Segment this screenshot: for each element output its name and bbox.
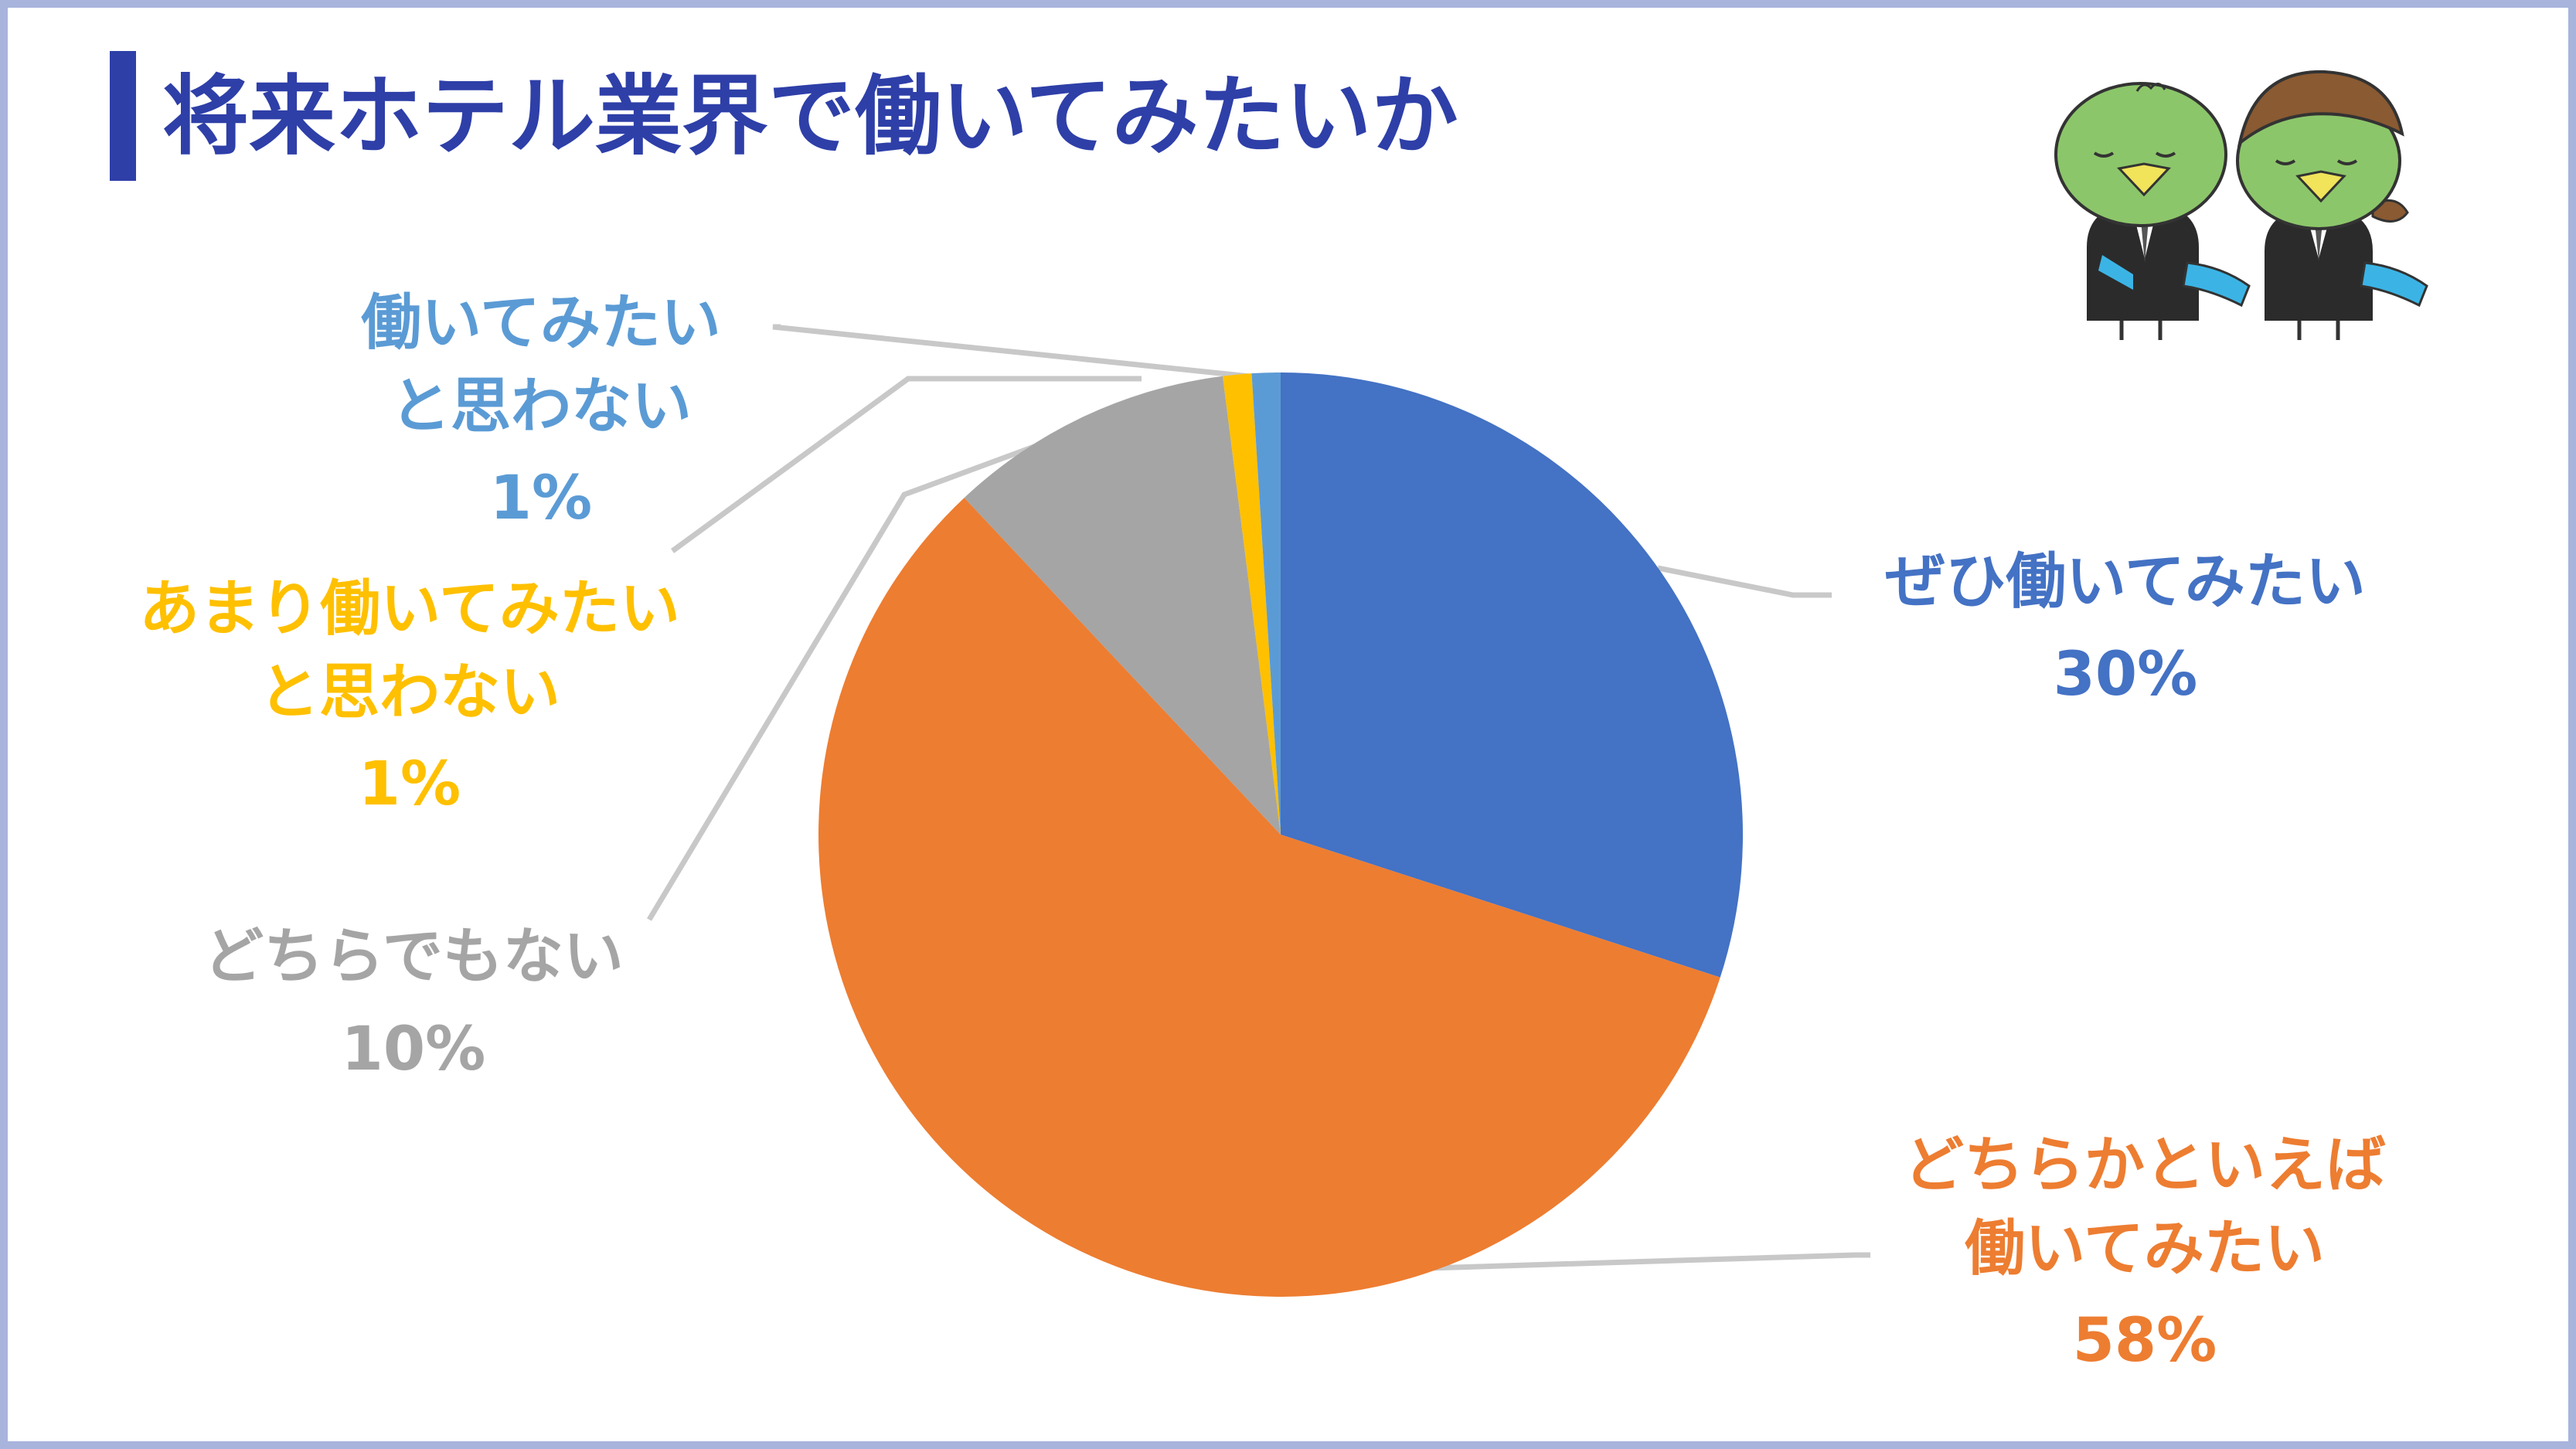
pie-slice-4 xyxy=(1223,373,1281,835)
pie-slice-1 xyxy=(1281,372,1743,978)
slice-label-3: どちらでもない 10% xyxy=(162,916,665,1091)
slice-percent: 30% xyxy=(2053,639,2198,709)
slice-label-text: あまり働いてみたい xyxy=(139,574,680,644)
slice-label-text: 働いてみたい xyxy=(361,288,721,358)
slice-percent: 58% xyxy=(2072,1306,2217,1376)
slice-label-1: ぜひ働いてみたい 30% xyxy=(1855,541,2396,716)
leader-line-2 xyxy=(1428,1252,1870,1271)
slice-percent: 1% xyxy=(358,750,461,820)
pie-slice-5 xyxy=(1251,372,1281,835)
leader-line-1 xyxy=(1657,565,1832,598)
pie-slice-3 xyxy=(964,376,1281,835)
slice-percent: 1% xyxy=(489,464,593,534)
kappa-mascot-male-icon xyxy=(2054,82,2251,340)
leader-lines xyxy=(646,324,1870,1271)
kappa-mascot-female-icon xyxy=(2236,70,2428,340)
slice-label-text: どちらでもない xyxy=(203,922,624,992)
slice-label-text: 働いてみたい xyxy=(1965,1213,2325,1284)
slice-label-2: どちらかといえば 働いてみたい 58% xyxy=(1855,1124,2435,1383)
slice-label-text: ぜひ働いてみたい xyxy=(1885,547,2366,617)
leader-line-4 xyxy=(670,376,1142,553)
mascot-illustration xyxy=(2054,70,2428,340)
slice-label-4: あまり働いてみたい と思わない 1% xyxy=(100,568,719,827)
slice-percent: 10% xyxy=(341,1014,486,1084)
title-accent-bar xyxy=(110,51,136,181)
pie-slices xyxy=(818,372,1743,1298)
pie-slice-2 xyxy=(818,498,1720,1298)
leader-line-5 xyxy=(772,324,1251,379)
leader-line-3 xyxy=(646,434,1063,921)
page-title: 将来ホテル業界で働いてみたいか xyxy=(162,66,1458,167)
slice-label-text: どちらかといえば xyxy=(1903,1131,2386,1200)
slice-label-text: と思わない xyxy=(390,371,692,441)
slice-label-5: 働いてみたい と思わない 1% xyxy=(309,282,773,541)
slice-label-text: と思わない xyxy=(258,657,560,727)
